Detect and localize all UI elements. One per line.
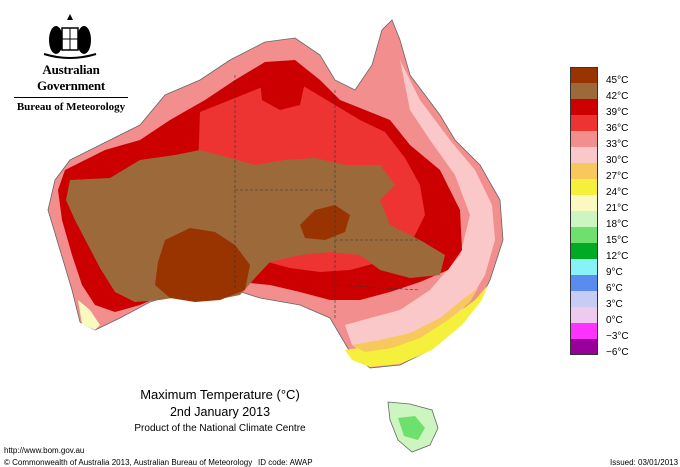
legend-swatch — [570, 179, 598, 195]
legend-label: 0°C — [606, 315, 623, 326]
map-date: 2nd January 2013 — [169, 405, 271, 419]
legend-swatch — [570, 115, 598, 131]
legend-label: 30°C — [606, 155, 629, 166]
state-borders — [234, 75, 440, 320]
header-divider — [14, 97, 128, 98]
legend-swatch — [570, 147, 598, 163]
zone-27 — [352, 288, 478, 352]
footer-url[interactable]: http://www.bom.gov.au — [4, 446, 85, 455]
legend-swatch — [570, 323, 598, 339]
map-product: Product of the National Climate Centre — [134, 423, 306, 434]
zone-39-north — [260, 70, 305, 110]
legend-label: 9°C — [606, 267, 623, 278]
legend-swatch — [570, 131, 598, 147]
footer-id-code: ID code: AWAP — [258, 458, 313, 467]
legend-label: 42°C — [606, 91, 629, 102]
legend-swatch — [570, 227, 598, 243]
zone-sw — [78, 300, 100, 330]
map-captions: Maximum Temperature (°C) 2nd January 201… — [95, 387, 345, 434]
legend-swatch — [570, 163, 598, 179]
legend-swatch — [570, 243, 598, 259]
government-name: Australian Government — [36, 62, 106, 93]
legend-label: 6°C — [606, 283, 623, 294]
legend-swatch — [570, 307, 598, 323]
legend-label: 24°C — [606, 187, 629, 198]
zone-45-west — [155, 228, 250, 302]
legend-label: 21°C — [606, 203, 629, 214]
legend-label: 18°C — [606, 219, 629, 230]
legend-label: 27°C — [606, 171, 629, 182]
legend-label: 33°C — [606, 139, 629, 150]
zone-45-centre — [300, 205, 350, 240]
legend-swatch — [570, 67, 598, 83]
legend-label: 45°C — [606, 75, 629, 86]
legend-swatch — [570, 291, 598, 307]
legend-swatch — [570, 195, 598, 211]
legend-label: 39°C — [606, 107, 629, 118]
legend-swatch — [570, 339, 598, 355]
legend-swatch — [570, 259, 598, 275]
legend-swatch — [570, 83, 598, 99]
coat-of-arms-icon — [43, 14, 97, 59]
footer-issued: Issued: 03/01/2013 — [610, 458, 679, 467]
zone-30 — [345, 60, 495, 358]
legend-label: −3°C — [606, 331, 629, 342]
legend-label: 12°C — [606, 251, 629, 262]
legend-swatch — [570, 211, 598, 227]
legend-label: 36°C — [606, 123, 629, 134]
legend-swatch — [570, 275, 598, 291]
tasmania-inner — [398, 416, 425, 440]
bureau-name: Bureau of Meteorology — [16, 101, 126, 113]
legend-label: 3°C — [606, 299, 623, 310]
legend-label: −6°C — [606, 347, 629, 358]
legend-label: 15°C — [606, 235, 629, 246]
government-logo: Australian Government Bureau of Meteorol… — [10, 62, 132, 113]
footer-copyright: © Commonwealth of Australia 2013, Austra… — [4, 458, 253, 467]
legend-swatch — [570, 99, 598, 115]
map-title: Maximum Temperature (°C) — [140, 387, 300, 402]
